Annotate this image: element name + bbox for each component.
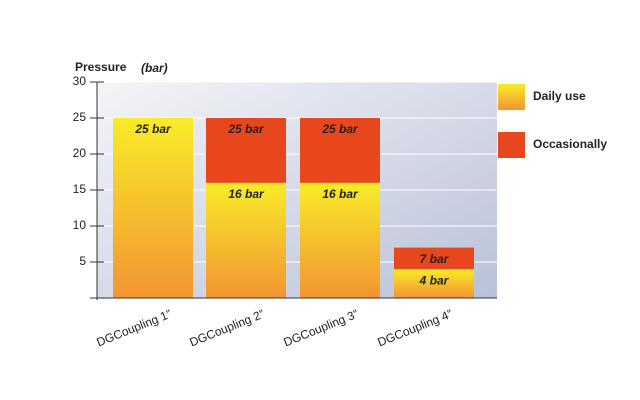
value-label: 16 bar (322, 187, 359, 201)
legend-label: Occasionally (533, 137, 607, 151)
value-label: 25 bar (321, 122, 359, 136)
y-tick-label: 5 (79, 254, 86, 268)
legend-swatch (498, 132, 525, 158)
legend-swatch (498, 84, 525, 110)
y-axis-label: Pressure (75, 60, 127, 74)
value-label: 25 bar (134, 122, 172, 136)
bar (300, 182, 380, 298)
bar (206, 182, 286, 298)
y-tick-label: 20 (73, 146, 87, 160)
bar (113, 118, 193, 298)
bar (394, 269, 474, 298)
value-label: 25 bar (227, 122, 265, 136)
y-tick-label: 30 (73, 74, 87, 88)
x-tick-label: DGCoupling 2” (187, 307, 266, 350)
y-tick-label: 25 (73, 110, 87, 124)
legend-label: Daily use (533, 89, 586, 103)
y-axis-unit: (bar) (141, 61, 168, 75)
y-tick-label: 15 (73, 182, 87, 196)
value-label: 16 bar (228, 187, 265, 201)
value-label: 7 bar (420, 252, 450, 266)
y-tick-label: 10 (73, 218, 87, 232)
x-tick-label: DGCoupling 3” (281, 307, 360, 350)
x-tick-label: DGCoupling 4” (375, 307, 454, 350)
x-tick-label: DGCoupling 1” (94, 307, 173, 350)
value-label: 4 bar (419, 273, 450, 287)
